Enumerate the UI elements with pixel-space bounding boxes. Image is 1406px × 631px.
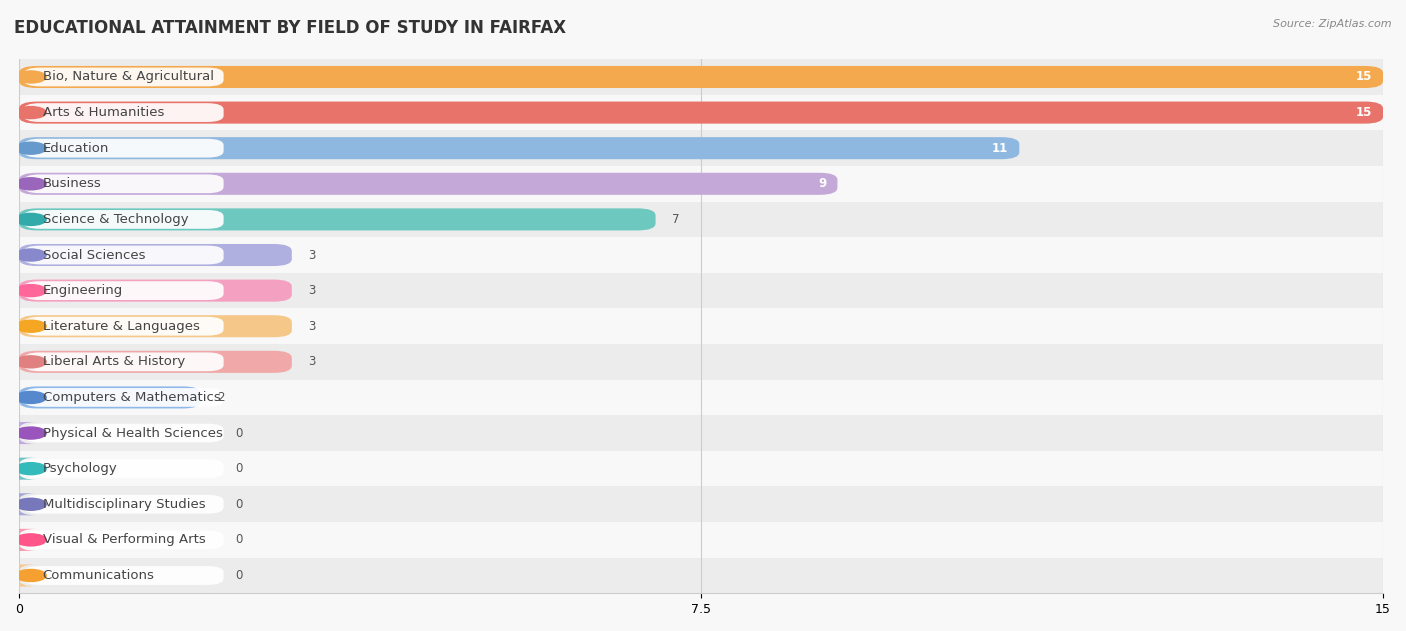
Circle shape [15, 356, 46, 368]
Text: 11: 11 [993, 142, 1008, 155]
Bar [20, 166, 1384, 201]
Bar [20, 451, 1384, 487]
FancyBboxPatch shape [24, 566, 224, 585]
Bar [20, 237, 1384, 273]
FancyBboxPatch shape [24, 174, 224, 193]
FancyBboxPatch shape [24, 531, 224, 549]
FancyBboxPatch shape [24, 245, 224, 264]
Text: 0: 0 [235, 498, 243, 510]
FancyBboxPatch shape [24, 388, 224, 407]
FancyBboxPatch shape [20, 137, 1019, 159]
FancyBboxPatch shape [20, 316, 292, 337]
Text: Visual & Performing Arts: Visual & Performing Arts [42, 533, 205, 546]
Bar [20, 344, 1384, 380]
Circle shape [15, 320, 46, 333]
Bar [20, 415, 1384, 451]
Text: Liberal Arts & History: Liberal Arts & History [42, 355, 186, 369]
Text: Bio, Nature & Agricultural: Bio, Nature & Agricultural [42, 71, 214, 83]
FancyBboxPatch shape [20, 351, 292, 373]
Text: 0: 0 [235, 427, 243, 440]
FancyBboxPatch shape [1, 457, 37, 480]
FancyBboxPatch shape [24, 423, 224, 442]
Text: Arts & Humanities: Arts & Humanities [42, 106, 165, 119]
Text: 3: 3 [308, 320, 315, 333]
FancyBboxPatch shape [1, 493, 37, 516]
FancyBboxPatch shape [24, 68, 224, 86]
FancyBboxPatch shape [20, 66, 1384, 88]
FancyBboxPatch shape [20, 280, 292, 302]
Circle shape [15, 107, 46, 119]
FancyBboxPatch shape [24, 459, 224, 478]
Text: 0: 0 [235, 569, 243, 582]
Text: Physical & Health Sciences: Physical & Health Sciences [42, 427, 222, 440]
Bar [20, 380, 1384, 415]
Circle shape [15, 71, 46, 83]
Bar [20, 59, 1384, 95]
Circle shape [15, 213, 46, 225]
Bar [20, 131, 1384, 166]
Text: Source: ZipAtlas.com: Source: ZipAtlas.com [1274, 19, 1392, 29]
Text: Literature & Languages: Literature & Languages [42, 320, 200, 333]
FancyBboxPatch shape [24, 281, 224, 300]
Circle shape [15, 249, 46, 261]
FancyBboxPatch shape [24, 103, 224, 122]
Bar [20, 273, 1384, 309]
Text: Business: Business [42, 177, 101, 191]
Bar [20, 522, 1384, 558]
FancyBboxPatch shape [20, 102, 1384, 124]
Text: Education: Education [42, 142, 110, 155]
Circle shape [15, 463, 46, 475]
Text: 15: 15 [1355, 71, 1372, 83]
Bar [20, 201, 1384, 237]
FancyBboxPatch shape [24, 353, 224, 371]
Bar [20, 309, 1384, 344]
Text: 3: 3 [308, 249, 315, 261]
Text: EDUCATIONAL ATTAINMENT BY FIELD OF STUDY IN FAIRFAX: EDUCATIONAL ATTAINMENT BY FIELD OF STUDY… [14, 19, 567, 37]
Text: 15: 15 [1355, 106, 1372, 119]
FancyBboxPatch shape [20, 208, 655, 230]
Text: Computers & Mathematics: Computers & Mathematics [42, 391, 221, 404]
Circle shape [15, 569, 46, 582]
FancyBboxPatch shape [1, 565, 37, 586]
FancyBboxPatch shape [24, 139, 224, 158]
FancyBboxPatch shape [20, 173, 838, 195]
Circle shape [15, 498, 46, 510]
Circle shape [15, 391, 46, 403]
Text: 9: 9 [818, 177, 827, 191]
Bar [20, 487, 1384, 522]
Text: 0: 0 [235, 533, 243, 546]
FancyBboxPatch shape [20, 244, 292, 266]
Circle shape [15, 178, 46, 190]
Circle shape [15, 534, 46, 546]
Text: Psychology: Psychology [42, 462, 117, 475]
Text: 3: 3 [308, 284, 315, 297]
FancyBboxPatch shape [1, 529, 37, 551]
Circle shape [15, 285, 46, 297]
FancyBboxPatch shape [24, 317, 224, 336]
FancyBboxPatch shape [1, 422, 37, 444]
Circle shape [15, 142, 46, 154]
Text: Science & Technology: Science & Technology [42, 213, 188, 226]
Text: 7: 7 [672, 213, 679, 226]
FancyBboxPatch shape [20, 386, 201, 408]
Text: Multidisciplinary Studies: Multidisciplinary Studies [42, 498, 205, 510]
Text: 3: 3 [308, 355, 315, 369]
Text: Social Sciences: Social Sciences [42, 249, 145, 261]
Text: 2: 2 [218, 391, 225, 404]
Text: 0: 0 [235, 462, 243, 475]
Circle shape [15, 427, 46, 439]
Text: Communications: Communications [42, 569, 155, 582]
Bar [20, 558, 1384, 593]
FancyBboxPatch shape [24, 210, 224, 229]
Bar [20, 95, 1384, 131]
Text: Engineering: Engineering [42, 284, 122, 297]
FancyBboxPatch shape [24, 495, 224, 514]
